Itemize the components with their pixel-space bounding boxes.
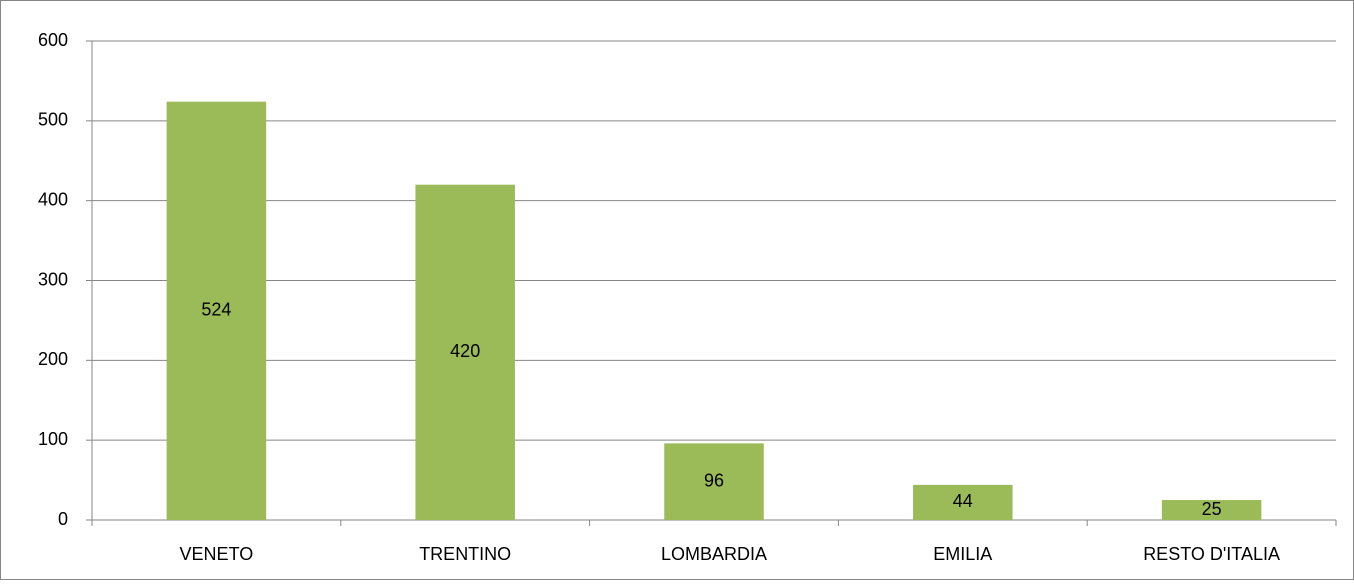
data-label: 96 <box>704 470 724 490</box>
data-label: 44 <box>953 491 973 511</box>
y-tick-label: 200 <box>38 349 68 369</box>
y-tick-label: 600 <box>38 30 68 50</box>
data-label: 524 <box>201 300 231 320</box>
x-tick-label: LOMBARDIA <box>661 544 767 564</box>
x-tick-label: TRENTINO <box>419 544 511 564</box>
data-label: 420 <box>450 341 480 361</box>
y-tick-label: 100 <box>38 429 68 449</box>
x-tick-label: EMILIA <box>933 544 992 564</box>
x-tick-label: VENETO <box>180 544 254 564</box>
bar <box>664 443 764 520</box>
bar <box>415 184 515 520</box>
bar <box>913 484 1013 520</box>
y-tick-label: 400 <box>38 189 68 209</box>
y-tick-label: 300 <box>38 269 68 289</box>
y-tick-label: 500 <box>38 110 68 130</box>
bar <box>1161 500 1262 520</box>
bar <box>166 101 267 520</box>
data-label: 25 <box>1202 499 1222 519</box>
x-tick-label: RESTO D'ITALIA <box>1143 544 1280 564</box>
y-tick-label: 0 <box>58 509 68 529</box>
